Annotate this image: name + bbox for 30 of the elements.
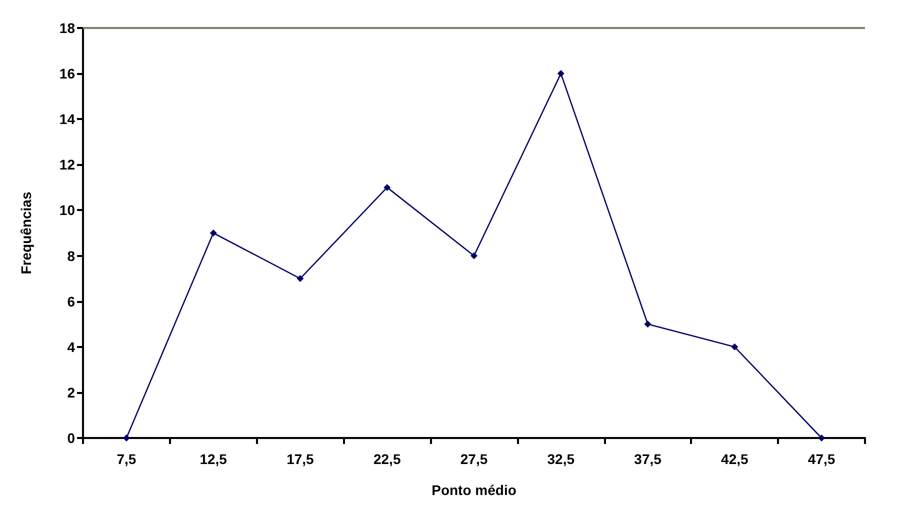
- x-tick-label: 27,5: [460, 451, 488, 467]
- x-tick-label: 22,5: [373, 451, 401, 467]
- y-tick-label: 2: [67, 384, 76, 400]
- x-tick-label: 7,5: [116, 451, 136, 467]
- y-tick-label: 10: [59, 202, 76, 218]
- point: [210, 230, 217, 236]
- x-tick-label: 37,5: [634, 451, 662, 467]
- point: [296, 275, 304, 282]
- y-tick-label: 8: [67, 248, 76, 264]
- y-tick-label: 0: [67, 430, 76, 446]
- x-tick-label: 12,5: [200, 451, 228, 467]
- point: [818, 434, 826, 442]
- point: [470, 252, 478, 260]
- point: [731, 343, 738, 350]
- point: [122, 434, 130, 442]
- y-tick-label: 6: [67, 293, 76, 310]
- point: [644, 320, 652, 328]
- point: [384, 184, 391, 191]
- x-tick-label: 42,5: [721, 451, 749, 467]
- x-tick-label: 47,5: [808, 451, 836, 467]
- y-axis-title: Frequências: [18, 192, 34, 274]
- point: [557, 70, 564, 78]
- x-tick-label: 17,5: [286, 451, 314, 467]
- y-tick-label: 12: [59, 156, 76, 173]
- x-tick-label: 32,5: [547, 451, 575, 467]
- y-tick-label: 4: [67, 338, 76, 355]
- y-tick-label: 16: [59, 66, 76, 82]
- x-axis-title: Ponto médio: [432, 482, 516, 498]
- y-tick-label: 14: [59, 111, 76, 128]
- y-tick-label: 18: [59, 20, 76, 36]
